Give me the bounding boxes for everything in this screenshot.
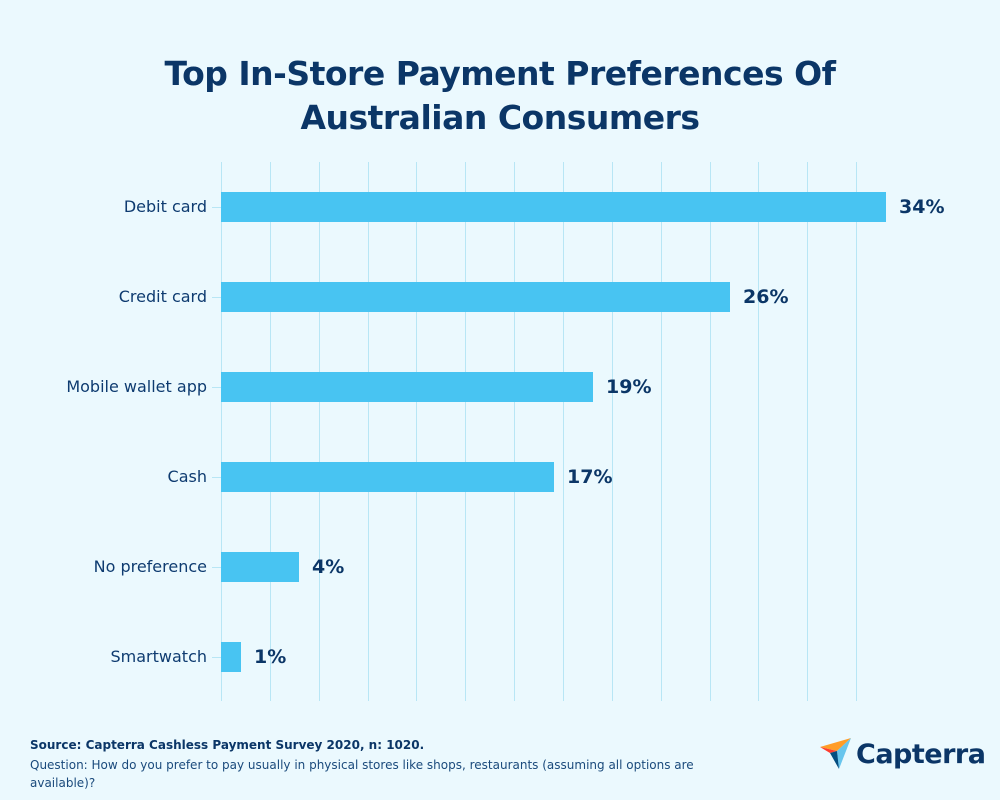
category-label: No preference: [93, 557, 207, 576]
capterra-arrow-icon: [820, 738, 851, 769]
logo-text: Capterra: [856, 738, 986, 770]
gridline: [465, 162, 466, 701]
axis-tick: [212, 567, 221, 568]
gridline: [758, 162, 759, 701]
value-label: 34%: [899, 196, 945, 218]
value-label: 4%: [312, 556, 345, 578]
gridline: [514, 162, 515, 701]
gridline: [270, 162, 271, 701]
gridline: [856, 162, 857, 701]
axis-tick: [212, 207, 221, 208]
value-label: 26%: [743, 286, 789, 308]
source-note: Source: Capterra Cashless Payment Survey…: [30, 738, 425, 752]
axis-tick: [212, 477, 221, 478]
bar: [221, 372, 593, 402]
gridline: [661, 162, 662, 701]
gridline: [221, 162, 222, 701]
value-label: 17%: [567, 466, 613, 488]
chart-title-line-2: Australian Consumers: [300, 98, 700, 137]
axis-tick: [212, 657, 221, 658]
gridline: [807, 162, 808, 701]
gridline: [368, 162, 369, 701]
survey-question: Question: How do you prefer to pay usual…: [30, 758, 694, 790]
category-label: Smartwatch: [110, 647, 208, 666]
value-label: 19%: [606, 376, 652, 398]
axis-tick: [212, 297, 221, 298]
category-label: Cash: [167, 467, 207, 486]
value-label: 1%: [254, 646, 287, 668]
category-label: Debit card: [123, 197, 207, 216]
bar: [221, 642, 241, 672]
category-label: Credit card: [118, 287, 207, 306]
capterra-logo: Capterra: [818, 738, 986, 770]
bar: [221, 462, 554, 492]
category-label: Mobile wallet app: [66, 377, 207, 396]
gridline: [563, 162, 564, 701]
gridline: [319, 162, 320, 701]
chart-title-line-1: Top In-Store Payment Preferences Of: [164, 54, 836, 93]
chart-title: Top In-Store Payment Preferences Of Aust…: [0, 52, 1000, 140]
bar: [221, 282, 730, 312]
bar: [221, 192, 886, 222]
axis-tick: [212, 387, 221, 388]
gridline: [612, 162, 613, 701]
gridline: [416, 162, 417, 701]
bar: [221, 552, 299, 582]
gridline: [710, 162, 711, 701]
